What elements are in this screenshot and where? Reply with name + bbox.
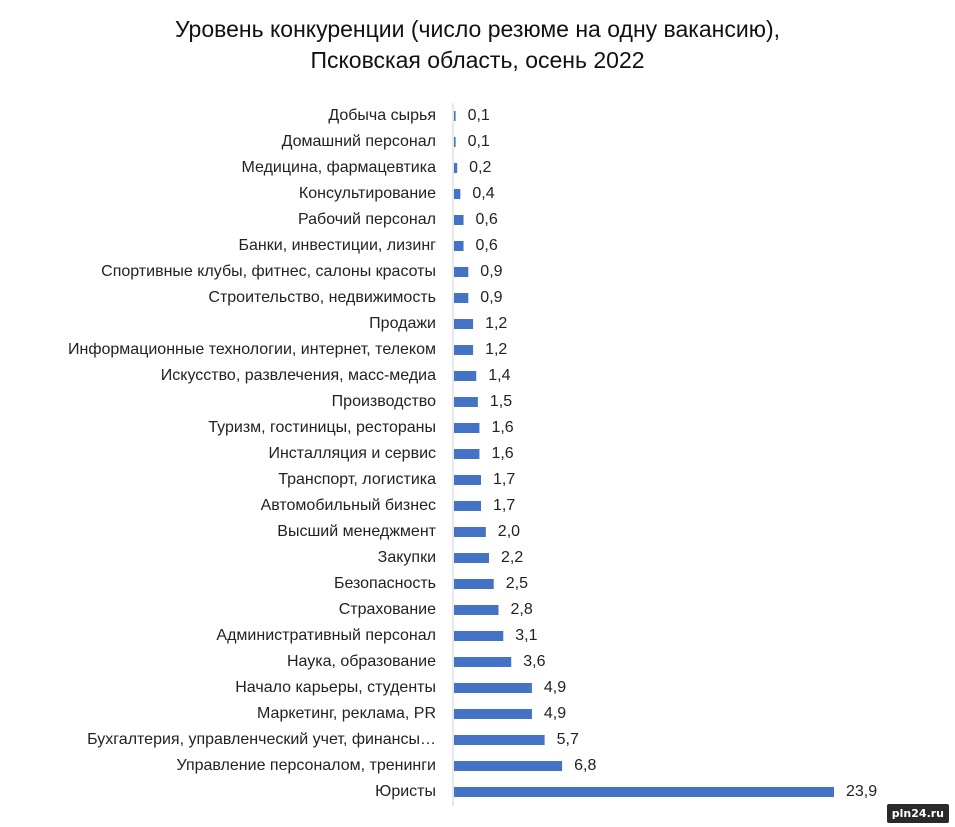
category-label: Строительство, недвижимость — [208, 289, 436, 306]
bar — [454, 501, 482, 511]
value-label: 0,9 — [480, 289, 502, 306]
category-label: Домашний персонал — [282, 133, 436, 150]
category-label: Добыча сырья — [328, 107, 436, 124]
value-label: 3,1 — [515, 627, 537, 644]
watermark: pln24.ru — [886, 804, 949, 823]
category-label: Продажи — [369, 315, 436, 332]
bar — [454, 241, 464, 251]
bar — [454, 527, 486, 537]
category-label: Транспорт, логистика — [278, 471, 436, 488]
bar — [454, 137, 456, 147]
category-label: Туризм, гостиницы, рестораны — [208, 419, 436, 436]
bar — [454, 475, 482, 485]
category-label: Производство — [332, 393, 436, 410]
bar — [454, 657, 512, 667]
value-label: 5,7 — [557, 731, 579, 748]
bar — [454, 761, 563, 771]
category-label: Консультирование — [299, 185, 436, 202]
value-label: 4,9 — [544, 679, 566, 696]
bar — [454, 423, 480, 433]
chart-title-line-2: Псковская область, осень 2022 — [310, 47, 645, 73]
category-label: Страхование — [339, 601, 436, 618]
bar — [454, 579, 494, 589]
category-label: Административный персонал — [216, 627, 436, 644]
category-label: Управление персоналом, тренинги — [177, 757, 436, 774]
value-label: 23,9 — [846, 783, 877, 800]
value-label: 0,9 — [480, 263, 502, 280]
bar — [454, 735, 545, 745]
category-label: Инсталляция и сервис — [268, 445, 436, 462]
category-label: Закупки — [378, 549, 436, 566]
bar — [454, 709, 532, 719]
value-label: 1,6 — [491, 445, 513, 462]
chart-title-line-1: Уровень конкуренции (число резюме на одн… — [174, 16, 780, 42]
bars-group: Добыча сырья 0,1 Домашний персонал 0,1 Медиц… — [68, 107, 877, 800]
value-label: 1,5 — [490, 393, 512, 410]
value-label: 2,2 — [501, 549, 523, 566]
bar — [454, 345, 474, 355]
category-label: Спортивные клубы, фитнес, салоны красоты — [101, 263, 436, 280]
value-label: 0,2 — [469, 159, 491, 176]
bar — [454, 189, 461, 199]
bar — [454, 319, 474, 329]
category-label: Автомобильный бизнес — [261, 497, 436, 514]
value-label: 6,8 — [574, 757, 596, 774]
bar — [454, 631, 504, 641]
bar — [454, 371, 477, 381]
value-label: 0,1 — [468, 133, 490, 150]
category-label: Юристы — [375, 783, 436, 800]
bar — [454, 683, 532, 693]
value-label: 2,5 — [506, 575, 528, 592]
value-label: 1,4 — [488, 367, 510, 384]
value-label: 1,6 — [491, 419, 513, 436]
value-label: 0,6 — [476, 211, 498, 228]
value-label: 4,9 — [544, 705, 566, 722]
bar — [454, 163, 458, 173]
value-label: 0,6 — [476, 237, 498, 254]
bar — [454, 215, 464, 225]
value-label: 2,0 — [498, 523, 520, 540]
bar — [454, 553, 489, 563]
category-label: Безопасность — [334, 575, 436, 592]
category-label: Рабочий персонал — [298, 211, 436, 228]
bar — [454, 449, 480, 459]
bar — [454, 111, 456, 121]
bar — [454, 267, 469, 277]
category-label: Информационные технологии, интернет, тел… — [68, 341, 436, 358]
bar — [454, 293, 469, 303]
value-label: 3,6 — [523, 653, 545, 670]
category-label: Маркетинг, реклама, PR — [257, 705, 436, 722]
value-label: 1,2 — [485, 315, 507, 332]
bar — [454, 397, 478, 407]
value-label: 1,2 — [485, 341, 507, 358]
bar — [454, 605, 499, 615]
chart-title: Уровень конкуренции (число резюме на одн… — [0, 14, 955, 76]
value-label: 2,8 — [511, 601, 533, 618]
value-label: 0,4 — [472, 185, 494, 202]
category-label: Наука, образование — [287, 653, 436, 670]
category-label: Банки, инвестиции, лизинг — [239, 237, 437, 254]
value-label: 0,1 — [468, 107, 490, 124]
category-label: Медицина, фармацевтика — [242, 159, 437, 176]
value-label: 1,7 — [493, 497, 515, 514]
category-label: Начало карьеры, студенты — [235, 679, 436, 696]
bar — [454, 787, 834, 797]
value-label: 1,7 — [493, 471, 515, 488]
category-label: Бухгалтерия, управленческий учет, финанс… — [87, 731, 436, 748]
category-label: Искусство, развлечения, масс-медиа — [161, 367, 436, 384]
category-label: Высший менеджмент — [277, 523, 436, 540]
